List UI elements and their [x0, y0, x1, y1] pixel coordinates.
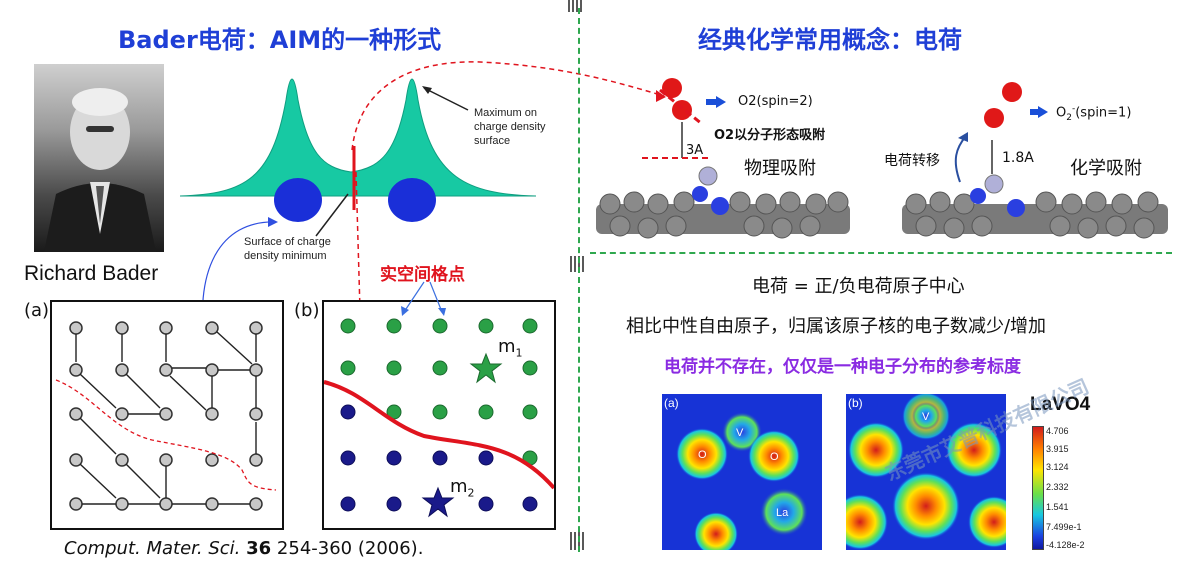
- star-m1: [469, 352, 503, 384]
- blue-arrows: [401, 281, 446, 316]
- left-title: Bader电荷：AIM的一种形式: [118, 26, 442, 54]
- colorbar-tick: 3.915: [1046, 444, 1069, 454]
- chemisorption-label: 化学吸附: [1070, 158, 1142, 179]
- atom-label-o1-a: O: [698, 449, 707, 461]
- graphene-slab-right: [902, 174, 1168, 239]
- label-maximum: Maximum on charge density surface: [474, 107, 546, 147]
- panel-b-label: (b): [294, 300, 320, 321]
- density-map-a-plot: [676, 412, 808, 556]
- panel-b: [322, 300, 556, 530]
- atom-label-o2-a: O: [770, 451, 779, 463]
- person-name: Richard Bader: [24, 262, 159, 285]
- portrait-image: [34, 64, 164, 252]
- panel-b-grid: [323, 318, 556, 518]
- citation: Comput. Mater. Sci. 36 254-360 (2006).: [64, 538, 423, 559]
- horizontal-divider: [590, 252, 1172, 254]
- atom-label-v-b: V: [922, 411, 930, 423]
- portrait-figure: [44, 88, 156, 252]
- colorbar-tick: 1.541: [1046, 502, 1069, 512]
- density-map-a: (a) V O O La: [662, 394, 822, 556]
- charge-definition-line: 电荷 = 正/负电荷原子中心: [752, 276, 965, 297]
- density-b-label: (b): [848, 396, 863, 410]
- physisorption-note: O2以分子形态吸附: [714, 128, 826, 143]
- atom-left: [274, 178, 322, 222]
- charge-note-line: 电荷并不存在，仅仅是一种电子分布的参考标度: [664, 357, 1021, 377]
- charge-density-diagram: [179, 78, 537, 237]
- right-title: 经典化学常用概念：电荷: [698, 26, 962, 54]
- colorbar-tick: 2.332: [1046, 482, 1069, 492]
- arrow-max: [423, 87, 469, 111]
- arrow-min: [315, 193, 349, 237]
- colorbar-tick: 3.124: [1046, 462, 1069, 472]
- label-minimum: Surface of charge density minimum: [244, 236, 331, 262]
- citation-pages: 254-360 (2006).: [271, 538, 424, 559]
- physisorption-label: 物理吸附: [744, 158, 816, 179]
- citation-volume: 36: [246, 538, 272, 559]
- panel-a: [50, 300, 284, 530]
- density-a-label: (a): [664, 396, 679, 410]
- m2-label: m2: [450, 476, 475, 500]
- atom-label-v-a: V: [736, 427, 744, 439]
- vertical-divider: [578, 8, 580, 552]
- qr-stamp-top: [568, 0, 584, 12]
- density-title: LaVO4: [1030, 394, 1091, 415]
- citation-journal: Comput. Mater. Sci.: [64, 538, 241, 559]
- colorbar-tick: -4.128e-2: [1046, 540, 1085, 550]
- panel-a-grid: [55, 321, 277, 511]
- chemisorption-scene: [902, 82, 1168, 239]
- colorbar: [1032, 426, 1044, 550]
- charge-transfer-label: 电荷转移: [884, 153, 940, 169]
- chemisorption-spin: O2-(spin=1): [1056, 104, 1132, 123]
- chemisorption-distance: 1.8A: [1002, 150, 1034, 166]
- m1-label: m1: [498, 336, 523, 360]
- atom-right: [388, 178, 436, 222]
- charge-explanation-line: 相比中性自由原子，归属该原子核的电子数减少/增加: [626, 316, 1047, 337]
- colorbar-tick: 7.499e-1: [1046, 522, 1082, 532]
- atom-label-la-a: La: [776, 507, 789, 519]
- grid-points-label: 实空间格点: [380, 265, 465, 285]
- graphene-slab-left: [596, 166, 850, 239]
- colorbar-tick: 4.706: [1046, 426, 1069, 436]
- physisorption-scene: [596, 78, 850, 239]
- physisorption-spin: O2(spin=2): [738, 94, 813, 109]
- colorbar-ticks: 4.706 3.915 3.124 2.332 1.541 7.499e-1 -…: [1046, 424, 1106, 552]
- panel-a-label: (a): [24, 300, 50, 321]
- star-m2: [421, 486, 455, 518]
- physisorption-distance: 3A: [686, 143, 704, 158]
- density-surface: [179, 78, 537, 197]
